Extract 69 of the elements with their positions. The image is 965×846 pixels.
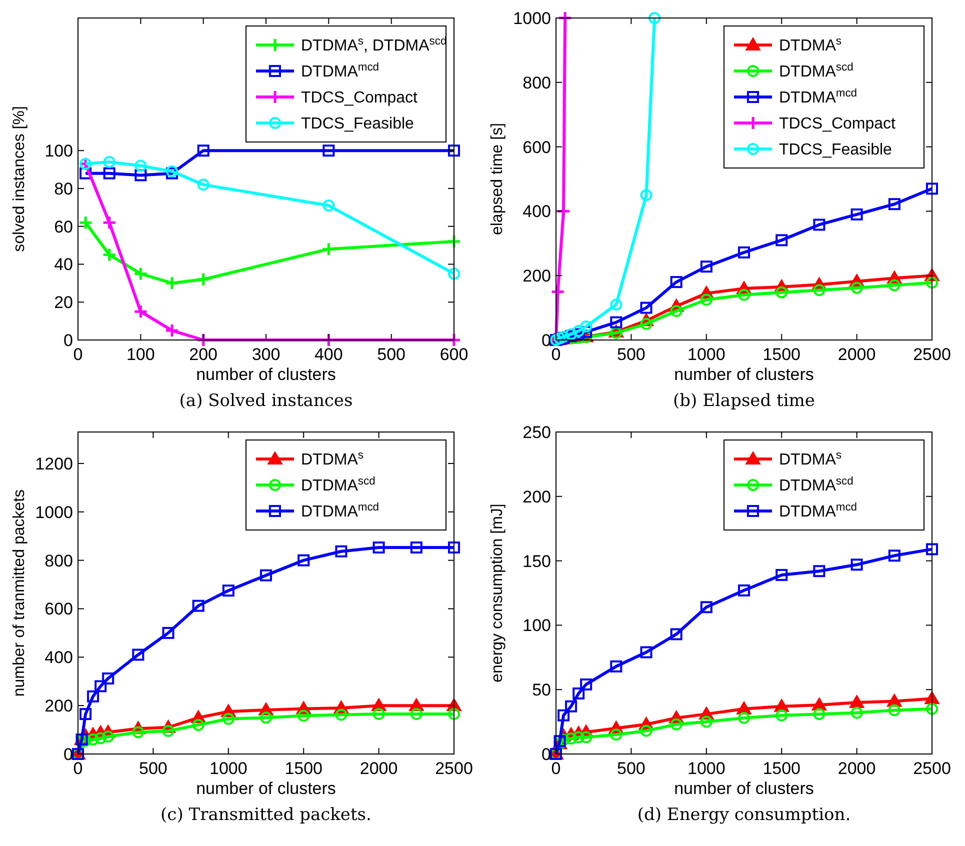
x-tick-label: 2000 (838, 345, 876, 364)
y-tick-label: 100 (522, 616, 551, 636)
x-tick-label: 2000 (360, 759, 398, 778)
legend-label: TDCS_Compact (301, 90, 418, 107)
y-axis-title: elapsed time [s] (489, 122, 506, 236)
y-tick-label: 50 (532, 680, 551, 700)
x-tick-label: 1000 (687, 759, 726, 778)
y-tick-label: 150 (522, 552, 551, 571)
y-tick-label: 250 (522, 422, 551, 442)
x-tick-label: 1000 (687, 345, 726, 364)
y-axis-title: solved instances [%] (11, 106, 28, 252)
y-axis-title: number of tranmitted packets (11, 489, 28, 697)
x-tick-label: 2500 (435, 759, 473, 778)
legend-label: DTDMA$^{scd}$ (779, 476, 854, 495)
legend-label: DTDMA$^{s}$ (301, 450, 364, 469)
x-tick-label: 2500 (913, 345, 951, 364)
y-tick-label: 800 (522, 73, 551, 92)
x-axis-title: number of clusters (196, 365, 336, 384)
legend-label: TDCS_Feasible (301, 116, 414, 133)
text: (a) Solved instances (179, 391, 353, 411)
y-tick-label: 600 (522, 138, 551, 157)
y-tick-label: 600 (44, 600, 73, 619)
x-tick-label: 500 (617, 759, 646, 778)
x-tick-label: 500 (617, 345, 646, 364)
y-tick-label: 40 (54, 255, 73, 274)
x-tick-label: 600 (440, 345, 468, 364)
y-tick-label: 400 (522, 202, 551, 222)
legend-label: TDCS_Compact (779, 116, 896, 133)
legend-label: DTDMA$^{s}$ (779, 450, 842, 469)
text: (d) Energy consumption. (637, 805, 851, 825)
y-tick-label: 1200 (35, 454, 73, 474)
x-tick-label: 500 (139, 759, 168, 778)
y-tick-label: 200 (522, 487, 551, 506)
legend-label: DTDMA$^{scd}$ (301, 476, 376, 495)
x-tick-label: 2000 (838, 759, 876, 778)
y-tick-label: 200 (522, 266, 551, 286)
legend-label: DTDMA$^{scd}$ (779, 62, 854, 81)
y-tick-label: 0 (64, 330, 73, 350)
y-tick-label: 400 (44, 648, 73, 668)
y-tick-label: 100 (44, 142, 73, 161)
y-tick-label: 800 (44, 551, 73, 570)
y-tick-label: 60 (54, 217, 73, 236)
y-tick-label: 1000 (35, 502, 73, 522)
x-tick-label: 200 (189, 345, 218, 364)
x-tick-label: 100 (126, 345, 155, 364)
legend-label: DTDMA$^{mcd}$ (301, 502, 380, 521)
x-tick-label: 1500 (762, 759, 801, 778)
x-tick-label: 300 (252, 345, 280, 364)
y-tick-label: 200 (44, 696, 73, 716)
x-tick-label: 2500 (913, 759, 951, 778)
x-axis-title: number of clusters (674, 365, 814, 384)
legend-label: DTDMA$^{mcd}$ (779, 88, 858, 107)
x-tick-label: 400 (314, 345, 343, 364)
y-tick-label: 80 (54, 179, 73, 198)
x-tick-label: 1500 (284, 759, 323, 778)
text: (c) Transmitted packets. (160, 805, 372, 825)
x-tick-label: 1000 (209, 759, 248, 778)
x-tick-label: 1500 (762, 345, 801, 364)
x-axis-title: number of clusters (674, 779, 814, 798)
y-axis-title: energy consumption [mJ] (489, 504, 506, 682)
text: (b) Elapsed time (673, 391, 815, 411)
x-axis-title: number of clusters (196, 779, 336, 798)
legend-label: DTDMA$^{mcd}$ (779, 502, 858, 521)
legend-label: DTDMA$^{mcd}$ (301, 62, 380, 81)
legend-label: DTDMA$^{s}$ (779, 36, 842, 55)
legend-label: TDCS_Feasible (779, 142, 892, 159)
y-tick-label: 20 (54, 293, 73, 312)
y-tick-label: 1000 (513, 8, 551, 28)
x-tick-label: 500 (377, 345, 406, 364)
